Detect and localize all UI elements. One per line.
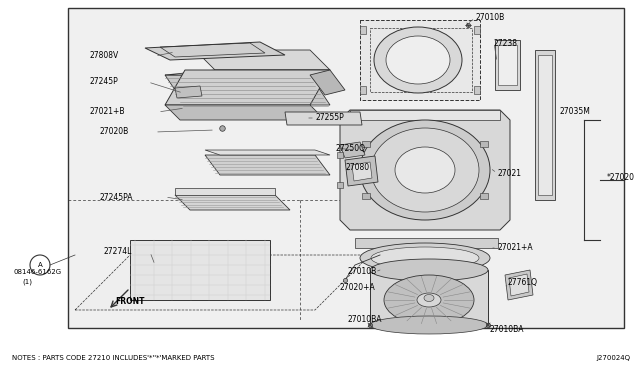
- Text: 08146-6162G: 08146-6162G: [13, 269, 61, 275]
- Ellipse shape: [371, 128, 479, 212]
- Polygon shape: [165, 75, 330, 105]
- Text: 27021: 27021: [497, 169, 521, 177]
- Polygon shape: [205, 155, 330, 175]
- Ellipse shape: [395, 147, 455, 193]
- Ellipse shape: [384, 275, 474, 325]
- Text: 27010BA: 27010BA: [490, 326, 525, 334]
- Text: 27021+A: 27021+A: [497, 244, 532, 253]
- Polygon shape: [175, 195, 290, 210]
- Text: 27080: 27080: [345, 163, 369, 171]
- Text: NOTES : PARTS CODE 27210 INCLUDES'*''*'MARKED PARTS: NOTES : PARTS CODE 27210 INCLUDES'*''*'M…: [12, 355, 214, 361]
- Polygon shape: [130, 240, 270, 300]
- Polygon shape: [350, 110, 500, 120]
- Text: FRONT: FRONT: [115, 298, 145, 307]
- Polygon shape: [495, 40, 520, 90]
- Bar: [480, 193, 488, 199]
- Ellipse shape: [424, 295, 434, 301]
- Polygon shape: [505, 270, 533, 300]
- Ellipse shape: [371, 247, 479, 269]
- Ellipse shape: [360, 243, 490, 273]
- Text: 27761Q: 27761Q: [508, 279, 538, 288]
- Polygon shape: [165, 70, 330, 105]
- Text: 27808V: 27808V: [90, 51, 119, 61]
- Text: 27020B: 27020B: [100, 128, 129, 137]
- Bar: [474, 86, 480, 94]
- Polygon shape: [310, 70, 345, 95]
- Text: *27020: *27020: [607, 173, 635, 182]
- Text: 27010B: 27010B: [348, 267, 377, 276]
- Text: 27245P: 27245P: [90, 77, 119, 87]
- Polygon shape: [509, 274, 529, 296]
- Ellipse shape: [360, 120, 490, 220]
- Text: 27250Q: 27250Q: [335, 144, 365, 153]
- Ellipse shape: [370, 259, 488, 281]
- Polygon shape: [165, 70, 330, 75]
- Bar: [362, 193, 370, 199]
- Text: 27238: 27238: [494, 38, 518, 48]
- Bar: [360, 86, 366, 94]
- Polygon shape: [370, 270, 488, 325]
- Polygon shape: [175, 86, 202, 98]
- Polygon shape: [175, 188, 275, 195]
- Text: 27245PA: 27245PA: [100, 192, 134, 202]
- Polygon shape: [195, 50, 330, 70]
- Bar: [474, 26, 480, 34]
- Bar: [480, 141, 488, 147]
- Polygon shape: [498, 45, 517, 85]
- Ellipse shape: [386, 36, 450, 84]
- Polygon shape: [340, 142, 365, 158]
- Bar: [362, 141, 370, 147]
- Bar: [68, 8, 624, 328]
- Text: 27010B: 27010B: [475, 13, 504, 22]
- Polygon shape: [355, 238, 498, 248]
- Text: A: A: [38, 262, 42, 268]
- Polygon shape: [75, 255, 370, 310]
- Ellipse shape: [370, 316, 488, 334]
- Polygon shape: [165, 105, 325, 120]
- Text: 27274L: 27274L: [103, 247, 131, 257]
- Text: 27035M: 27035M: [559, 108, 590, 116]
- Polygon shape: [145, 42, 285, 60]
- Polygon shape: [345, 156, 378, 186]
- Ellipse shape: [374, 27, 462, 93]
- Polygon shape: [535, 50, 555, 200]
- Polygon shape: [538, 55, 552, 195]
- Polygon shape: [285, 112, 362, 125]
- Bar: [360, 26, 366, 34]
- Polygon shape: [360, 20, 480, 100]
- Polygon shape: [205, 150, 330, 155]
- Text: 27010BA: 27010BA: [348, 315, 383, 324]
- Polygon shape: [340, 110, 510, 230]
- Text: 27020+A: 27020+A: [340, 283, 376, 292]
- Polygon shape: [352, 162, 372, 181]
- Text: (1): (1): [22, 279, 32, 285]
- Text: 27021+B: 27021+B: [90, 108, 125, 116]
- Text: J270024Q: J270024Q: [596, 355, 630, 361]
- Ellipse shape: [417, 293, 441, 307]
- Text: 27255P: 27255P: [315, 113, 344, 122]
